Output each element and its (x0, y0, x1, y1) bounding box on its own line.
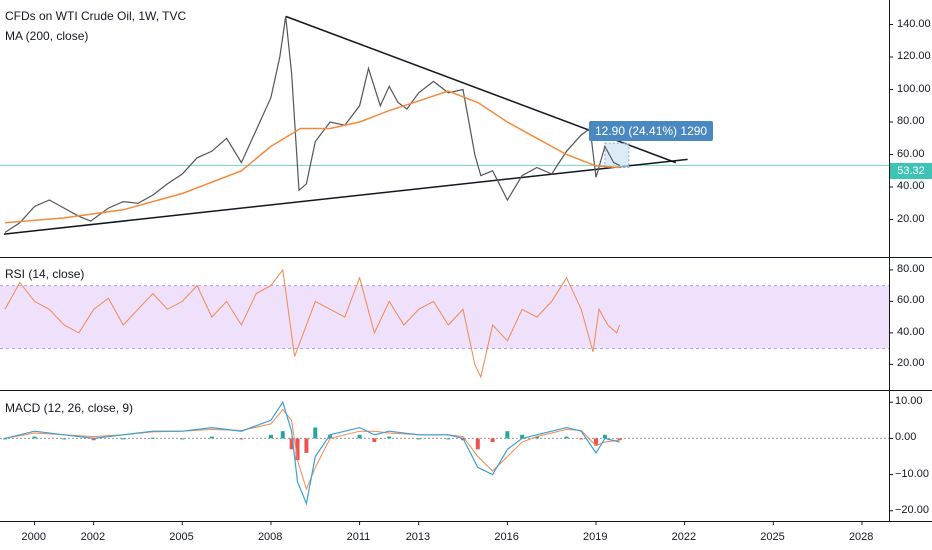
price-axis-tick: 20.00 (897, 212, 925, 225)
macd-axis-tick: 0.00 (895, 431, 917, 444)
macd-histogram-bar (289, 438, 294, 450)
current-price-badge: 53.32 (890, 163, 932, 179)
macd-histogram-bar (304, 438, 309, 453)
macd-histogram-bar (328, 434, 333, 439)
macd-histogram-bar (617, 438, 622, 441)
price-axis-tick: 40.00 (897, 180, 925, 192)
macd-histogram-bar (564, 436, 569, 439)
macd-histogram-bar (239, 438, 244, 440)
macd-histogram-bar (602, 434, 607, 439)
rsi-legend: RSI (14, close) (5, 267, 85, 281)
macd-histogram-bar (505, 431, 510, 439)
macd-histogram-bar (150, 437, 155, 439)
measure-tool-label[interactable]: 12.90 (24.41%) 1290 (589, 121, 714, 141)
macd-axis-tick: 10.00 (895, 395, 923, 408)
time-axis-label: 2011 (346, 531, 371, 543)
time-axis-label: 2002 (80, 531, 106, 543)
price-pane-divider (0, 257, 932, 258)
time-axis-label: 2005 (169, 531, 194, 543)
support-trendline (3, 158, 688, 235)
rsi-pane-divider (0, 390, 932, 391)
macd-legend: MACD (12, 26, close, 9) (5, 401, 134, 415)
macd-histogram-bar (416, 438, 421, 440)
macd-histogram-bar (62, 438, 67, 440)
time-axis-label: 2000 (21, 531, 47, 543)
price-axis-tick: 100.00 (897, 82, 931, 95)
price-axis-tick: 140.00 (897, 17, 931, 30)
macd-histogram-bar (520, 434, 525, 439)
time-axis-label: 2008 (257, 531, 283, 543)
macd-histogram-bar (121, 438, 126, 440)
rsi-axis-tick: 80.00 (897, 262, 925, 275)
time-axis-label: 2025 (760, 531, 785, 543)
measure-box (604, 142, 630, 168)
ma-series-line (4, 90, 620, 224)
macd-histogram-bar (475, 438, 480, 450)
macd-histogram-bar (372, 438, 377, 443)
macd-histogram-bar (490, 438, 495, 443)
macd-axis-tick: −10.00 (895, 467, 929, 480)
time-axis-label: 2022 (671, 531, 697, 543)
rsi-axis-tick: 60.00 (897, 294, 925, 307)
time-axis-border (0, 521, 932, 522)
macd-histogram-bar (295, 438, 300, 461)
macd-histogram-bar (3, 438, 7, 440)
rsi-axis-tick: 40.00 (897, 325, 925, 338)
macd-histogram-bar (387, 436, 392, 439)
price-axis-tick: 120.00 (897, 50, 931, 62)
macd-histogram-bar (594, 438, 598, 446)
time-axis-label: 2019 (583, 531, 608, 543)
macd-histogram-bar (32, 436, 37, 439)
price-axis-tick: 80.00 (897, 115, 925, 127)
price-axis-border (889, 0, 890, 521)
macd-histogram-bar (280, 431, 285, 439)
macd-histogram-bar (209, 436, 214, 439)
time-axis-label: 2028 (848, 531, 874, 543)
macd-histogram-bar (268, 434, 273, 439)
chart-title: CFDs on WTI Crude Oil, 1W, TVC (5, 9, 187, 23)
macd-signal-line (4, 408, 620, 491)
macd-histogram-bar (357, 434, 362, 439)
macd-histogram-bar (534, 436, 539, 439)
price-series-line (4, 16, 620, 234)
macd-histogram-bar (180, 438, 185, 440)
rsi-axis-tick: 20.00 (897, 357, 925, 370)
macd-histogram-bar (579, 438, 584, 440)
macd-axis-tick: −20.00 (895, 503, 929, 516)
time-axis-label: 2013 (405, 531, 431, 543)
ma-legend: MA (200, close) (5, 29, 89, 43)
rsi-band (0, 285, 889, 349)
macd-histogram-bar (446, 438, 451, 440)
time-axis-label: 2016 (494, 531, 519, 543)
macd-histogram-bar (313, 427, 318, 439)
macd-histogram-bar (91, 438, 96, 441)
price-axis-tick: 60.00 (897, 147, 925, 160)
macd-line (4, 400, 620, 506)
rsi-series-line (4, 268, 621, 379)
